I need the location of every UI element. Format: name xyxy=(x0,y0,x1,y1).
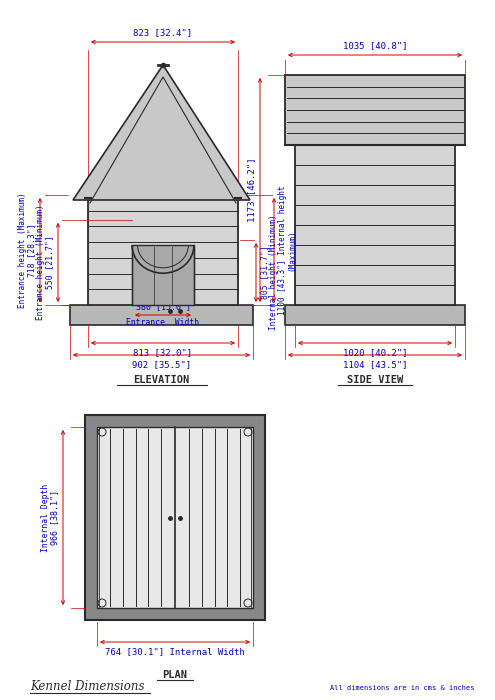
Text: 764 [30.1"] Internal Width: 764 [30.1"] Internal Width xyxy=(105,647,245,656)
Text: Kennel Dimensions: Kennel Dimensions xyxy=(30,680,145,693)
Text: 902 [35.5"]: 902 [35.5"] xyxy=(132,360,191,369)
Text: 1020 [40.2"]: 1020 [40.2"] xyxy=(343,348,407,357)
Text: PLAN: PLAN xyxy=(162,670,188,680)
Text: 550 [21.7"]: 550 [21.7"] xyxy=(45,236,54,289)
Bar xyxy=(285,75,465,145)
Text: 1035 [40.8"]: 1035 [40.8"] xyxy=(343,41,407,50)
Bar xyxy=(295,145,455,305)
Text: 823 [32.4"]: 823 [32.4"] xyxy=(134,28,193,37)
Bar xyxy=(85,415,265,620)
Bar xyxy=(285,305,465,325)
Text: 718 [28.3"]: 718 [28.3"] xyxy=(27,223,36,276)
Text: 966 [38.1"]: 966 [38.1"] xyxy=(50,490,59,545)
Text: 813 [32.0"]: 813 [32.0"] xyxy=(134,348,193,357)
Text: Internal height (Minimum): Internal height (Minimum) xyxy=(269,215,278,330)
Text: 805 [31.7"]: 805 [31.7"] xyxy=(260,246,269,300)
Text: All dimensions are in cms & inches: All dimensions are in cms & inches xyxy=(331,685,475,691)
Bar xyxy=(97,427,253,608)
Text: (Maximum): (Maximum) xyxy=(287,229,296,271)
Bar xyxy=(132,245,194,305)
Text: Entrance height (Maximum): Entrance height (Maximum) xyxy=(18,193,27,308)
Text: SIDE VIEW: SIDE VIEW xyxy=(347,375,403,385)
Text: Internal Depth: Internal Depth xyxy=(41,484,50,552)
Polygon shape xyxy=(73,65,250,200)
Bar xyxy=(88,195,238,305)
Text: Entrance height (Minimum): Entrance height (Minimum) xyxy=(36,204,45,320)
Text: 1104 [43.5"]: 1104 [43.5"] xyxy=(343,360,407,369)
Text: 1100 [43.3"] Internal height: 1100 [43.3"] Internal height xyxy=(278,186,287,315)
Text: 1173 [46.2"]: 1173 [46.2"] xyxy=(247,158,256,223)
Text: ELEVATION: ELEVATION xyxy=(133,375,190,385)
FancyBboxPatch shape xyxy=(70,305,253,325)
Text: Entrance  Width: Entrance Width xyxy=(126,318,199,327)
Text: 380 [15.0"]: 380 [15.0"] xyxy=(136,302,191,311)
